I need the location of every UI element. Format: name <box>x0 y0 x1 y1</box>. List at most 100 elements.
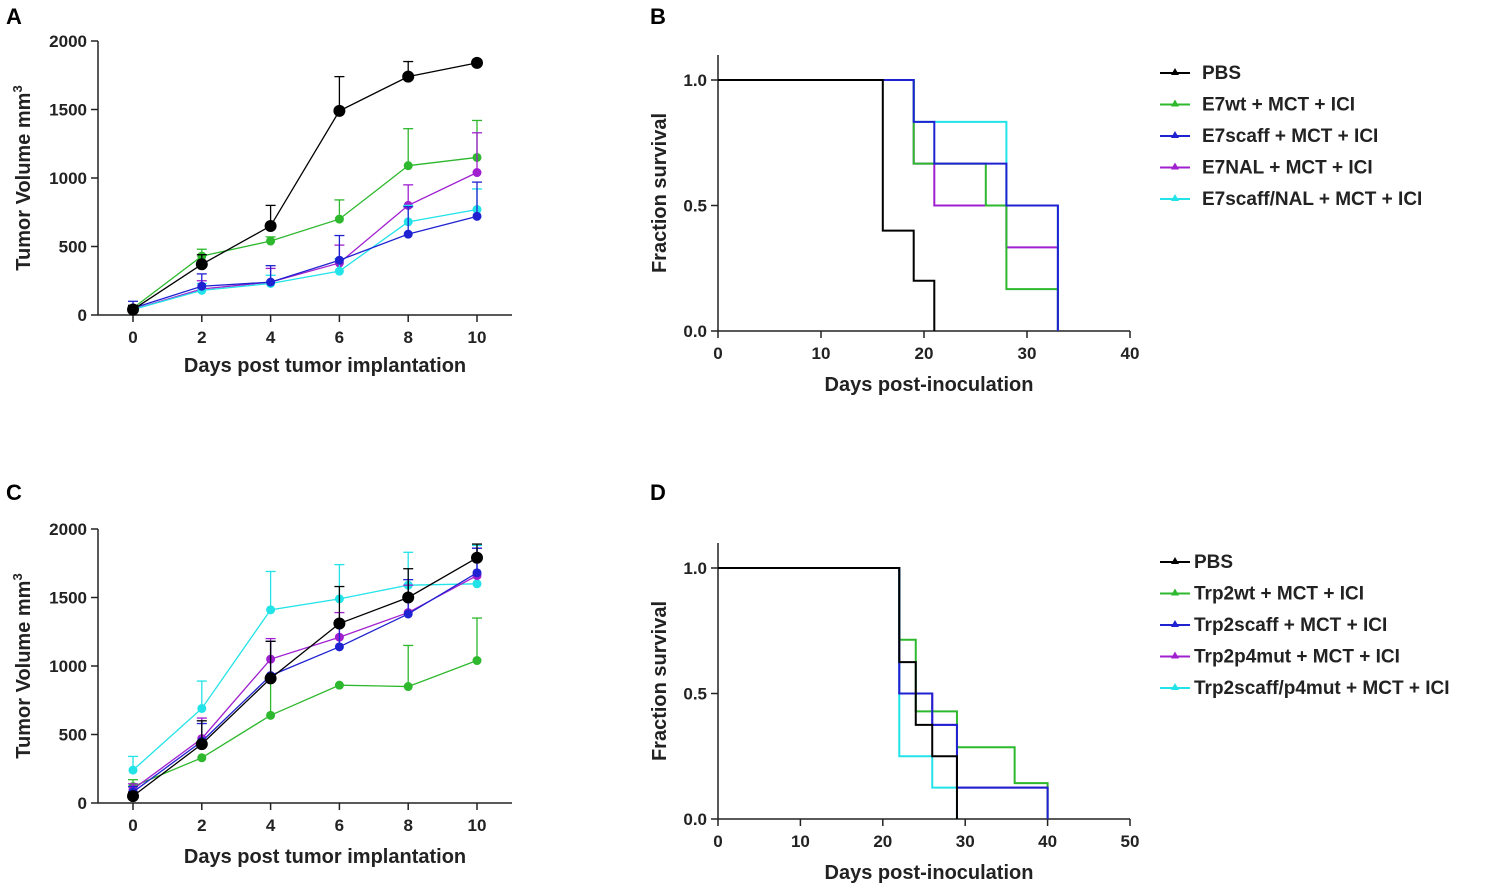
x-tick-label: 30 <box>956 832 975 851</box>
data-point <box>195 258 208 271</box>
survival-curve <box>718 567 1049 819</box>
x-tick-label: 2 <box>197 328 206 347</box>
series-line <box>132 171 478 311</box>
y-tick-label: 500 <box>59 238 87 257</box>
series-line <box>132 62 478 311</box>
data-point <box>333 104 346 117</box>
x-axis-title: Days post tumor implantation <box>184 846 466 868</box>
legend-marker <box>1171 162 1179 170</box>
data-point <box>471 551 483 564</box>
y-axis-title-text: Fraction survival <box>649 113 671 273</box>
data-point <box>334 680 344 690</box>
series-line <box>132 557 478 797</box>
data-point <box>264 219 277 232</box>
data-point <box>472 579 482 589</box>
panel-letter: C <box>6 480 22 505</box>
series-trp2scaff-p4mut-mct-ici <box>128 544 482 775</box>
data-point <box>266 605 276 615</box>
series-line <box>132 208 478 311</box>
x-tick-label: 20 <box>915 344 934 363</box>
series-line <box>132 583 478 771</box>
y-axis-title: Fraction survival <box>649 113 671 273</box>
y-tick-label: 0 <box>78 794 87 813</box>
legend-label: E7scaff + MCT + ICI <box>1202 126 1378 147</box>
y-axis-title-text: Tumor Volume mm <box>13 93 35 271</box>
x-axis-title: Days post-inoculation <box>825 862 1034 884</box>
series-e7nal-mct-ici <box>128 132 482 315</box>
data-point <box>127 303 139 316</box>
data-point <box>403 682 413 692</box>
data-point <box>334 642 344 652</box>
y-tick-label: 0.0 <box>683 322 707 341</box>
x-tick-label: 0 <box>128 816 137 835</box>
legend-label: Trp2scaff + MCT + ICI <box>1194 615 1387 636</box>
y-axis-title-superscript: 3 <box>10 85 25 92</box>
legend-label: Trp2p4mut + MCT + ICI <box>1194 647 1400 668</box>
series-line <box>132 156 478 309</box>
legend-label: PBS <box>1194 552 1233 573</box>
survival-curve <box>718 567 1049 819</box>
x-tick-label: 10 <box>791 832 810 851</box>
series-pbs <box>127 56 483 316</box>
data-point <box>266 710 276 720</box>
data-point <box>471 56 483 69</box>
data-point <box>472 211 482 221</box>
data-point <box>403 161 413 171</box>
y-tick-label: 2000 <box>49 520 87 539</box>
data-point <box>264 672 277 685</box>
legend-marker <box>1171 683 1179 690</box>
x-tick-label: 40 <box>1121 344 1140 363</box>
legend-label: PBS <box>1202 63 1241 84</box>
y-tick-label: 0 <box>78 306 87 325</box>
data-point <box>472 656 482 666</box>
legend-label: E7wt + MCT + ICI <box>1202 95 1355 116</box>
legend-label: Trp2scaff/p4mut + MCT + ICI <box>1194 678 1450 699</box>
x-tick-label: 0 <box>128 328 137 347</box>
data-point <box>333 617 346 630</box>
x-tick-label: 10 <box>812 344 831 363</box>
panel-letter: D <box>650 480 666 505</box>
x-tick-label: 10 <box>468 328 487 347</box>
survival-curve <box>718 79 936 331</box>
data-point <box>266 277 276 287</box>
series-e7scaff-mct-ici <box>128 181 482 313</box>
panel-letter: A <box>6 4 22 29</box>
survival-curve <box>718 79 1059 331</box>
data-point <box>195 738 208 751</box>
data-point <box>402 70 415 83</box>
legend: PBS Trp2wt + MCT + ICI Trp2scaff + MCT + I… <box>1160 552 1450 699</box>
x-tick-label: 2 <box>197 816 206 835</box>
legend-marker <box>1171 194 1179 201</box>
legend-marker <box>1171 131 1179 138</box>
legend-marker <box>1171 68 1179 75</box>
x-axis-title: Days post tumor implantation <box>184 355 466 377</box>
series-line <box>132 659 478 788</box>
data-point <box>128 765 138 775</box>
data-point <box>334 266 344 276</box>
x-tick-label: 20 <box>873 832 892 851</box>
series-pbs <box>718 79 936 331</box>
data-point <box>197 703 207 713</box>
y-tick-label: 1.0 <box>683 71 707 90</box>
data-point <box>472 168 482 178</box>
y-tick-label: 0.5 <box>683 197 707 216</box>
x-tick-label: 6 <box>335 328 344 347</box>
series-e7scaff-mct-ici <box>718 79 1059 331</box>
legend-label: E7NAL + MCT + ICI <box>1202 158 1373 179</box>
series-line <box>132 215 478 309</box>
x-tick-label: 4 <box>266 816 276 835</box>
data-point <box>127 790 139 803</box>
data-point <box>266 236 276 246</box>
data-point <box>334 214 344 224</box>
series-line <box>132 572 478 793</box>
x-tick-label: 0 <box>713 344 722 363</box>
legend-marker <box>1171 651 1179 659</box>
y-tick-label: 1500 <box>49 589 87 608</box>
x-tick-label: 0 <box>713 832 722 851</box>
y-tick-label: 1000 <box>49 169 87 188</box>
y-tick-label: 1000 <box>49 657 87 676</box>
x-tick-label: 50 <box>1121 832 1140 851</box>
legend-label: Trp2wt + MCT + ICI <box>1194 584 1364 605</box>
